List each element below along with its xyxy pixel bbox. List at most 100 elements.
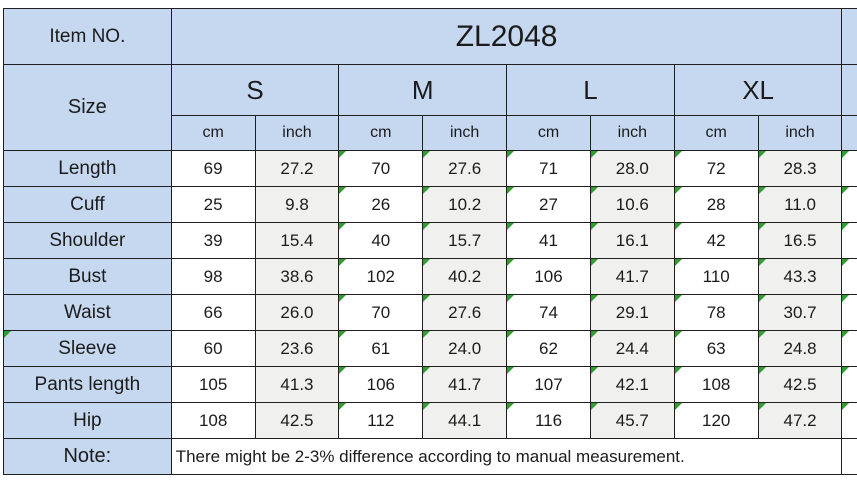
measurement-label: Waist (3, 294, 172, 331)
error-indicator-triangle (507, 259, 515, 266)
measurement-value-cell: 26.0 (254, 294, 340, 331)
measurement-value-cell: 116 (506, 402, 591, 439)
cutoff-header-cell (841, 8, 857, 65)
measurement-value-cell: 26 (338, 186, 424, 223)
error-indicator-triangle (4, 331, 11, 338)
measurement-label: Sleeve (3, 330, 172, 367)
unit-header-cm: cm (673, 115, 759, 151)
error-indicator-triangle (423, 259, 431, 266)
measurement-value-cell: 120 (673, 402, 759, 439)
measurement-value-cell: 27 (506, 186, 591, 223)
measurement-row: Pants length 105 41.3 106 41.7 107 42.1 108 42.… (3, 366, 857, 403)
error-indicator-triangle (423, 403, 431, 410)
error-indicator-triangle (591, 223, 598, 230)
error-indicator-triangle (759, 223, 766, 230)
error-indicator-triangle (339, 151, 347, 158)
error-indicator-triangle (759, 403, 766, 410)
error-indicator-triangle (675, 403, 682, 410)
error-indicator-triangle (842, 295, 850, 302)
error-indicator-triangle (591, 295, 598, 302)
measurement-value-cell: 27.2 (254, 150, 340, 187)
error-indicator-triangle (339, 223, 347, 230)
size-header-m: M (338, 64, 508, 116)
measurement-label: Cuff (3, 186, 172, 223)
measurement-value-cell: 42.1 (589, 366, 675, 403)
error-indicator-triangle (759, 367, 766, 374)
error-indicator-triangle (675, 331, 682, 338)
error-indicator-triangle (759, 331, 766, 338)
error-indicator-triangle (423, 187, 431, 194)
measurement-value-cell: 47.2 (757, 402, 843, 439)
measurement-value-cell: 71 (506, 150, 591, 187)
measurement-value-cell: 70 (338, 150, 424, 187)
cutoff-data-cell (841, 402, 857, 439)
measurement-value-cell: 108 (673, 366, 759, 403)
measurement-value-cell: 42 (673, 222, 759, 259)
size-chart-table: Item NO. ZL2048 Size S M L XL cm inch cm… (3, 8, 857, 475)
measurement-value-cell: 70 (338, 294, 424, 331)
cutoff-data-cell (841, 258, 857, 295)
error-indicator-triangle (675, 259, 682, 266)
error-indicator-triangle (339, 295, 347, 302)
measurement-value-cell: 40.2 (422, 258, 508, 295)
cutoff-header-cell (841, 115, 857, 151)
measurement-row: Hip 108 42.5 112 44.1 116 45.7 120 47.2 (3, 402, 857, 439)
error-indicator-triangle (591, 187, 598, 194)
error-indicator-triangle (507, 295, 515, 302)
note-text: There might be 2-3% difference according… (170, 438, 843, 475)
measurement-value-cell: 106 (506, 258, 591, 295)
measurement-value-cell: 24.0 (422, 330, 508, 367)
item-row: Item NO. ZL2048 (3, 8, 857, 65)
measurement-value-cell: 24.8 (757, 330, 843, 367)
measurement-value-cell: 30.7 (757, 294, 843, 331)
measurement-row: Waist 66 26.0 70 27.6 74 29.1 78 30.7 (3, 294, 857, 331)
measurement-value-cell: 15.4 (254, 222, 340, 259)
note-label: Note: (3, 438, 172, 475)
error-indicator-triangle (675, 151, 682, 158)
error-indicator-triangle (842, 331, 850, 338)
error-indicator-triangle (507, 367, 515, 374)
measurement-label: Shoulder (3, 222, 172, 259)
size-header-s: S (170, 64, 340, 116)
cutoff-data-cell (841, 330, 857, 367)
measurement-value-cell: 60 (170, 330, 256, 367)
measurement-value-cell: 112 (338, 402, 424, 439)
error-indicator-triangle (339, 331, 347, 338)
measurement-value-cell: 41.7 (422, 366, 508, 403)
error-indicator-triangle (339, 403, 347, 410)
error-indicator-triangle (675, 295, 682, 302)
error-indicator-triangle (423, 151, 431, 158)
measurement-value-cell: 102 (338, 258, 424, 295)
error-indicator-triangle (842, 403, 850, 410)
size-header-row: Size S M L XL (3, 64, 857, 151)
cutoff-data-cell (841, 438, 857, 475)
error-indicator-triangle (842, 223, 850, 230)
size-chart-grid: Item NO. ZL2048 Size S M L XL cm inch cm… (3, 8, 857, 475)
unit-header-cm: cm (506, 115, 591, 151)
measurement-value-cell: 107 (506, 366, 591, 403)
unit-header-inch: inch (757, 115, 843, 151)
size-label: Size (3, 64, 172, 151)
error-indicator-triangle (423, 295, 431, 302)
cutoff-header-cell (841, 64, 857, 116)
error-indicator-triangle (507, 187, 515, 194)
measurement-value-cell: 11.0 (757, 186, 843, 223)
measurement-value-cell: 42.5 (254, 402, 340, 439)
measurement-label: Length (3, 150, 172, 187)
measurement-label: Hip (3, 402, 172, 439)
error-indicator-triangle (507, 331, 515, 338)
measurement-rows: Length 69 27.2 70 27.6 71 28.0 72 28.3 Cuff 25 9… (3, 150, 857, 439)
error-indicator-triangle (675, 223, 682, 230)
measurement-value-cell: 10.6 (589, 186, 675, 223)
measurement-value-cell: 106 (338, 366, 424, 403)
error-indicator-triangle (759, 187, 766, 194)
measurement-value-cell: 24.4 (589, 330, 675, 367)
unit-header-cm: cm (170, 115, 256, 151)
error-indicator-triangle (591, 151, 598, 158)
unit-header-row: cm inch cm inch cm inch cm inch (4, 115, 857, 151)
error-indicator-triangle (423, 367, 431, 374)
measurement-value-cell: 28.3 (757, 150, 843, 187)
cutoff-data-cell (841, 150, 857, 187)
item-no-value: ZL2048 (170, 8, 843, 65)
measurement-row: Length 69 27.2 70 27.6 71 28.0 72 28.3 (3, 150, 857, 187)
